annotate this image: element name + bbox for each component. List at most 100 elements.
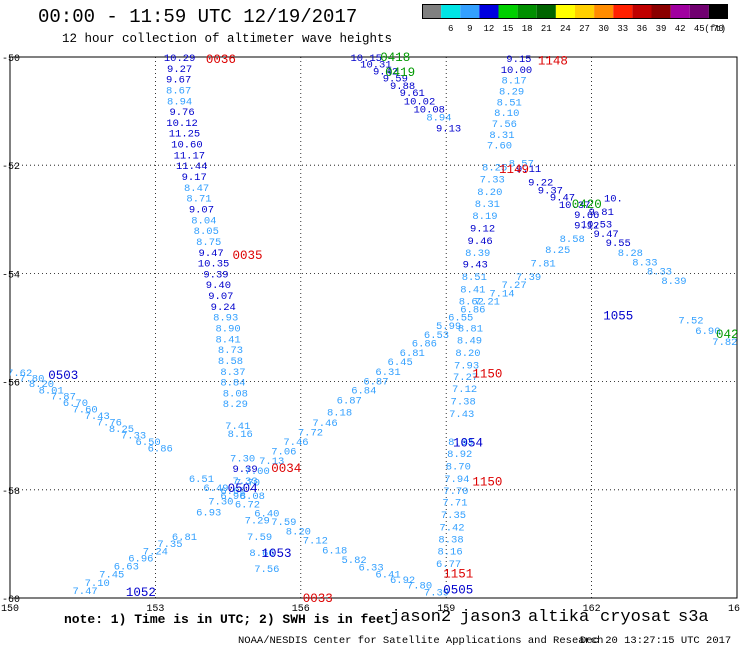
wave-height-value: 9.39	[203, 269, 228, 281]
wave-height-value: 6.77	[436, 559, 461, 571]
wave-height-value: 7.60	[73, 405, 98, 417]
wave-height-value: 8.63	[448, 437, 473, 449]
pass-time-label: 1149	[499, 163, 529, 177]
plot-frame	[9, 56, 738, 599]
wave-height-value: 7.38	[451, 397, 476, 409]
legend-tick-label: 6	[448, 24, 453, 34]
wave-height-value: 7.70	[443, 486, 468, 498]
legend-swatch	[536, 4, 556, 19]
wave-height-value: 6.86	[460, 305, 485, 317]
wave-height-value: 8.20	[286, 526, 311, 538]
wave-height-value: 7.46	[312, 418, 337, 430]
wave-height-value: 10.08	[413, 104, 445, 116]
wave-height-value: 6.63	[114, 562, 139, 574]
wave-height-value: 8.94	[167, 96, 192, 108]
wave-height-value: 6.96	[220, 491, 245, 503]
wave-height-value: 6.50	[136, 437, 161, 449]
wave-height-value: 8.93	[213, 313, 238, 325]
legend-s3a: s3a	[678, 608, 709, 627]
wave-height-value: 8.92	[447, 449, 472, 461]
legend-swatch	[517, 4, 537, 19]
wave-height-value: 6.53	[424, 330, 449, 342]
legend-tick-label: 42	[675, 24, 686, 34]
legend-swatch	[670, 4, 690, 19]
legend-swatch	[498, 4, 518, 19]
pass-time-label: 0503	[48, 369, 78, 383]
wave-height-value: 8.05	[194, 226, 219, 238]
wave-height-value: 8.94	[426, 113, 451, 125]
wave-height-value: 8.66	[249, 548, 274, 560]
wave-height-value: 7.30	[230, 453, 255, 465]
legend-swatch	[575, 4, 595, 19]
wave-height-value: 7.87	[51, 392, 76, 404]
legend-swatch	[441, 4, 461, 19]
wave-height-value: 9.39	[232, 464, 257, 476]
wave-height-value: 8.51	[462, 272, 487, 284]
data-layer: 10.299.279.678.678.949.7610.1211.2510.60…	[10, 51, 739, 602]
legend-swatch	[708, 4, 728, 19]
wave-height-value: 8.73	[218, 345, 243, 357]
wave-height-value: 7.06	[271, 446, 296, 458]
pass-time-label: 0034	[271, 462, 301, 476]
wave-height-value: 7.24	[143, 546, 168, 558]
wave-height-value: 8.17	[501, 76, 526, 88]
y-tick-label: -50	[2, 54, 20, 65]
wave-height-value: 8.18	[327, 407, 352, 419]
wave-height-value: 7.80	[407, 580, 432, 592]
wave-height-value: 6.41	[375, 570, 400, 582]
wave-height-value: 8.20	[477, 187, 502, 199]
wave-height-value: 7.33	[121, 431, 146, 443]
wave-height-value: 10.60	[171, 140, 203, 152]
wave-height-value: 9.46	[468, 236, 493, 248]
wave-height-value: 8.62	[459, 296, 484, 308]
wave-height-value: 6.70	[63, 398, 88, 410]
chart-subtitle: 12 hour collection of altimeter wave hei…	[62, 32, 393, 46]
y-tick-label: -56	[2, 379, 20, 390]
legend-tick-label: 9	[467, 24, 472, 34]
wave-height-value: 7.47	[73, 586, 98, 598]
wave-height-value: 8.10	[494, 108, 519, 120]
legend-tick-label: 30	[598, 24, 609, 34]
wave-height-value: 9.67	[166, 75, 191, 87]
wave-height-value: 9.88	[390, 81, 415, 93]
legend-jason2: jason2	[390, 608, 452, 627]
x-tick-label: 159	[437, 604, 455, 615]
wave-height-value: 9.07	[208, 291, 233, 303]
wave-height-value: 8.41	[460, 285, 485, 297]
wave-height-value: 7.72	[298, 427, 323, 439]
wave-height-value: 9.47	[594, 229, 619, 241]
wave-height-value: 6.86	[412, 339, 437, 351]
wave-height-value: 9.37	[538, 186, 563, 198]
wave-height-value: 8.29	[223, 399, 248, 411]
wave-height-value: 7.93	[454, 360, 479, 372]
legend-swatch	[651, 4, 671, 19]
wave-height-value: 11.17	[174, 150, 206, 162]
wave-height-value: 9.27	[167, 64, 192, 76]
legend-jason3: jason3	[460, 608, 522, 627]
legend-swatch	[460, 4, 480, 19]
legend-unit: (ft)	[704, 24, 726, 34]
wave-height-value: 6.69	[220, 486, 245, 498]
wave-height-value: 6.49	[203, 483, 228, 495]
pass-time-label: 042	[716, 328, 739, 342]
legend-swatch	[613, 4, 633, 19]
wave-height-value: 8.01	[39, 386, 64, 398]
wave-height-value: 7.33	[232, 476, 257, 488]
wave-height-value: 7.00	[245, 466, 270, 478]
wave-height-value: 6.93	[196, 507, 221, 519]
chart-title: 00:00 - 11:59 UTC 12/19/2017	[38, 6, 358, 28]
wave-height-value: 8.31	[475, 199, 500, 211]
wave-height-value: 8.38	[438, 534, 463, 546]
wave-height-value: 9.12	[574, 221, 599, 233]
wave-height-value: 8.57	[509, 158, 534, 170]
wave-height-value: 11.25	[169, 129, 201, 141]
legend-tick-label: 70	[713, 24, 724, 34]
wave-height-value: 8.33	[647, 267, 672, 279]
legend-tick-label: 33	[617, 24, 628, 34]
wave-height-value: 7.45	[99, 570, 124, 582]
wave-height-value: 8.71	[186, 194, 211, 206]
wave-height-value: 7.46	[283, 437, 308, 449]
wave-height-value: 10.15	[350, 53, 382, 65]
wave-height-value: 7.43	[449, 409, 474, 421]
